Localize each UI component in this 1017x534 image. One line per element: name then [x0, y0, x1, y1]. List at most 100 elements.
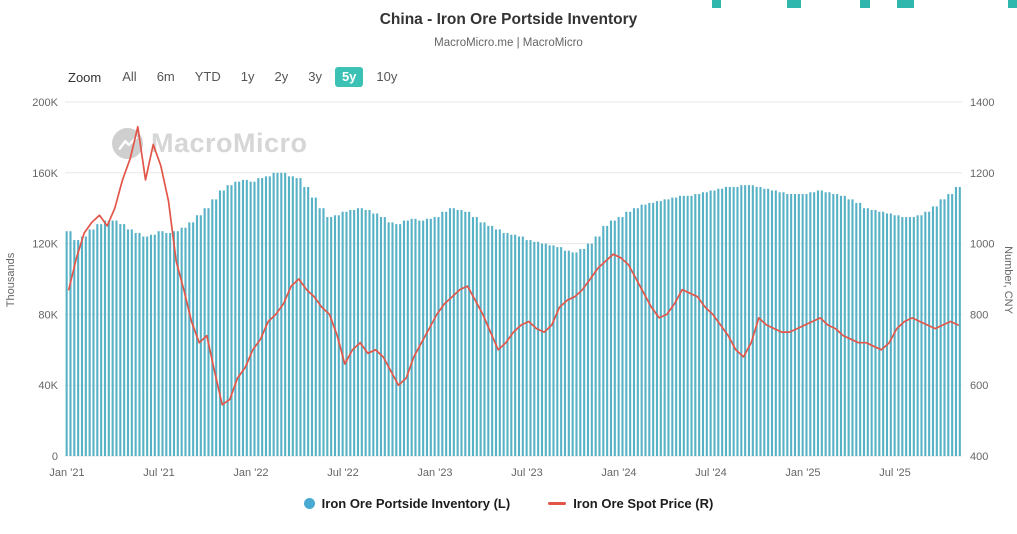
inventory-bar[interactable] [261, 178, 264, 457]
range-button-ytd[interactable]: YTD [188, 67, 228, 87]
inventory-bar[interactable] [498, 229, 501, 456]
legend-item[interactable]: Iron Ore Spot Price (R) [548, 496, 713, 511]
inventory-bar[interactable] [433, 217, 436, 456]
inventory-bar[interactable] [218, 190, 222, 457]
inventory-bar[interactable] [797, 194, 800, 456]
inventory-bar[interactable] [510, 234, 513, 456]
inventory-bar[interactable] [847, 199, 850, 456]
inventory-bar[interactable] [583, 248, 586, 456]
inventory-bar[interactable] [188, 222, 191, 456]
inventory-bar[interactable] [836, 194, 839, 456]
inventory-bar[interactable] [648, 202, 651, 456]
inventory-bar[interactable] [943, 199, 946, 456]
inventory-bar[interactable] [203, 208, 206, 456]
inventory-bar[interactable] [908, 217, 912, 456]
inventory-bar[interactable] [123, 224, 126, 456]
price-line[interactable] [67, 125, 960, 406]
inventory-bar[interactable] [445, 211, 448, 456]
inventory-bar[interactable] [924, 211, 927, 456]
inventory-bar[interactable] [728, 186, 731, 456]
inventory-bar[interactable] [786, 194, 789, 456]
inventory-bar[interactable] [713, 190, 716, 457]
inventory-bar[interactable] [406, 220, 409, 456]
inventory-bar[interactable] [238, 181, 241, 456]
inventory-bar[interactable] [264, 176, 268, 456]
inventory-bar[interactable] [479, 222, 482, 456]
inventory-bar[interactable] [77, 240, 80, 456]
inventory-bar[interactable] [134, 232, 137, 456]
inventory-bar[interactable] [299, 178, 302, 457]
inventory-bar[interactable] [84, 236, 87, 456]
inventory-bar[interactable] [951, 194, 954, 456]
inventory-bar[interactable] [893, 215, 896, 456]
inventory-bar[interactable] [414, 218, 417, 456]
inventory-bar[interactable] [153, 234, 156, 456]
inventory-bar[interactable] [307, 186, 310, 456]
inventory-bar[interactable] [226, 185, 229, 456]
inventory-bar[interactable] [257, 178, 260, 457]
inventory-bar[interactable] [341, 211, 344, 456]
inventory-bar[interactable] [215, 199, 218, 456]
inventory-bar[interactable] [161, 231, 164, 456]
inventory-bar[interactable] [529, 240, 532, 456]
inventory-bar[interactable] [659, 201, 662, 456]
inventory-bar[interactable] [234, 181, 237, 456]
inventory-bar[interactable] [640, 204, 643, 456]
inventory-bar[interactable] [782, 192, 785, 456]
range-button-6m[interactable]: 6m [150, 67, 182, 87]
inventory-bar[interactable] [372, 213, 375, 456]
inventory-bar[interactable] [885, 213, 889, 456]
inventory-bar[interactable] [199, 215, 202, 456]
inventory-bar[interactable] [671, 197, 674, 456]
inventory-bar[interactable] [395, 224, 398, 456]
inventory-bar[interactable] [383, 217, 386, 456]
inventory-bar[interactable] [387, 222, 390, 456]
range-button-2y[interactable]: 2y [267, 67, 295, 87]
inventory-bar[interactable] [882, 211, 885, 456]
inventory-bar[interactable] [809, 192, 812, 456]
inventory-bar[interactable] [928, 211, 931, 456]
inventory-bar[interactable] [349, 209, 352, 456]
inventory-bar[interactable] [675, 197, 678, 456]
inventory-bar[interactable] [295, 178, 298, 457]
inventory-bar[interactable] [686, 195, 689, 456]
inventory-bar[interactable] [678, 195, 682, 456]
inventory-bar[interactable] [96, 224, 99, 456]
inventory-bar[interactable] [310, 197, 314, 456]
inventory-bar[interactable] [920, 215, 923, 456]
inventory-bar[interactable] [253, 181, 256, 456]
inventory-bar[interactable] [862, 208, 866, 456]
inventory-bar[interactable] [126, 229, 130, 456]
inventory-bar[interactable] [590, 243, 593, 456]
inventory-bar[interactable] [115, 220, 118, 456]
inventory-bar[interactable] [464, 211, 467, 456]
inventory-bar[interactable] [709, 190, 712, 457]
inventory-bar[interactable] [149, 234, 153, 456]
inventory-bar[interactable] [855, 202, 858, 456]
inventory-bar[interactable] [698, 194, 701, 456]
inventory-bar[interactable] [92, 229, 95, 456]
range-button-1y[interactable]: 1y [234, 67, 262, 87]
inventory-bar[interactable] [471, 217, 475, 456]
legend-item[interactable]: Iron Ore Portside Inventory (L) [303, 496, 510, 511]
inventory-bar[interactable] [652, 202, 655, 456]
inventory-bar[interactable] [594, 236, 597, 456]
inventory-bar[interactable] [402, 220, 406, 456]
inventory-bar[interactable] [617, 217, 620, 456]
inventory-bar[interactable] [843, 195, 846, 456]
inventory-bar[interactable] [958, 186, 961, 456]
inventory-bar[interactable] [506, 232, 509, 456]
inventory-bar[interactable] [575, 252, 578, 456]
inventory-bar[interactable] [778, 192, 781, 456]
inventory-bar[interactable] [441, 211, 444, 456]
inventory-bar[interactable] [644, 204, 647, 456]
inventory-bar[interactable] [119, 224, 122, 456]
inventory-bar[interactable] [556, 247, 559, 456]
inventory-bar[interactable] [694, 194, 697, 456]
inventory-bar[interactable] [360, 208, 363, 456]
inventory-bar[interactable] [268, 176, 271, 456]
inventory-bar[interactable] [88, 229, 91, 456]
chart-plot[interactable]: 0 400 40K 600 80K 800 120K 1000 160K 1200 200K 1400… [0, 94, 1017, 494]
inventory-bar[interactable] [939, 199, 942, 456]
inventory-bar[interactable] [303, 186, 306, 456]
